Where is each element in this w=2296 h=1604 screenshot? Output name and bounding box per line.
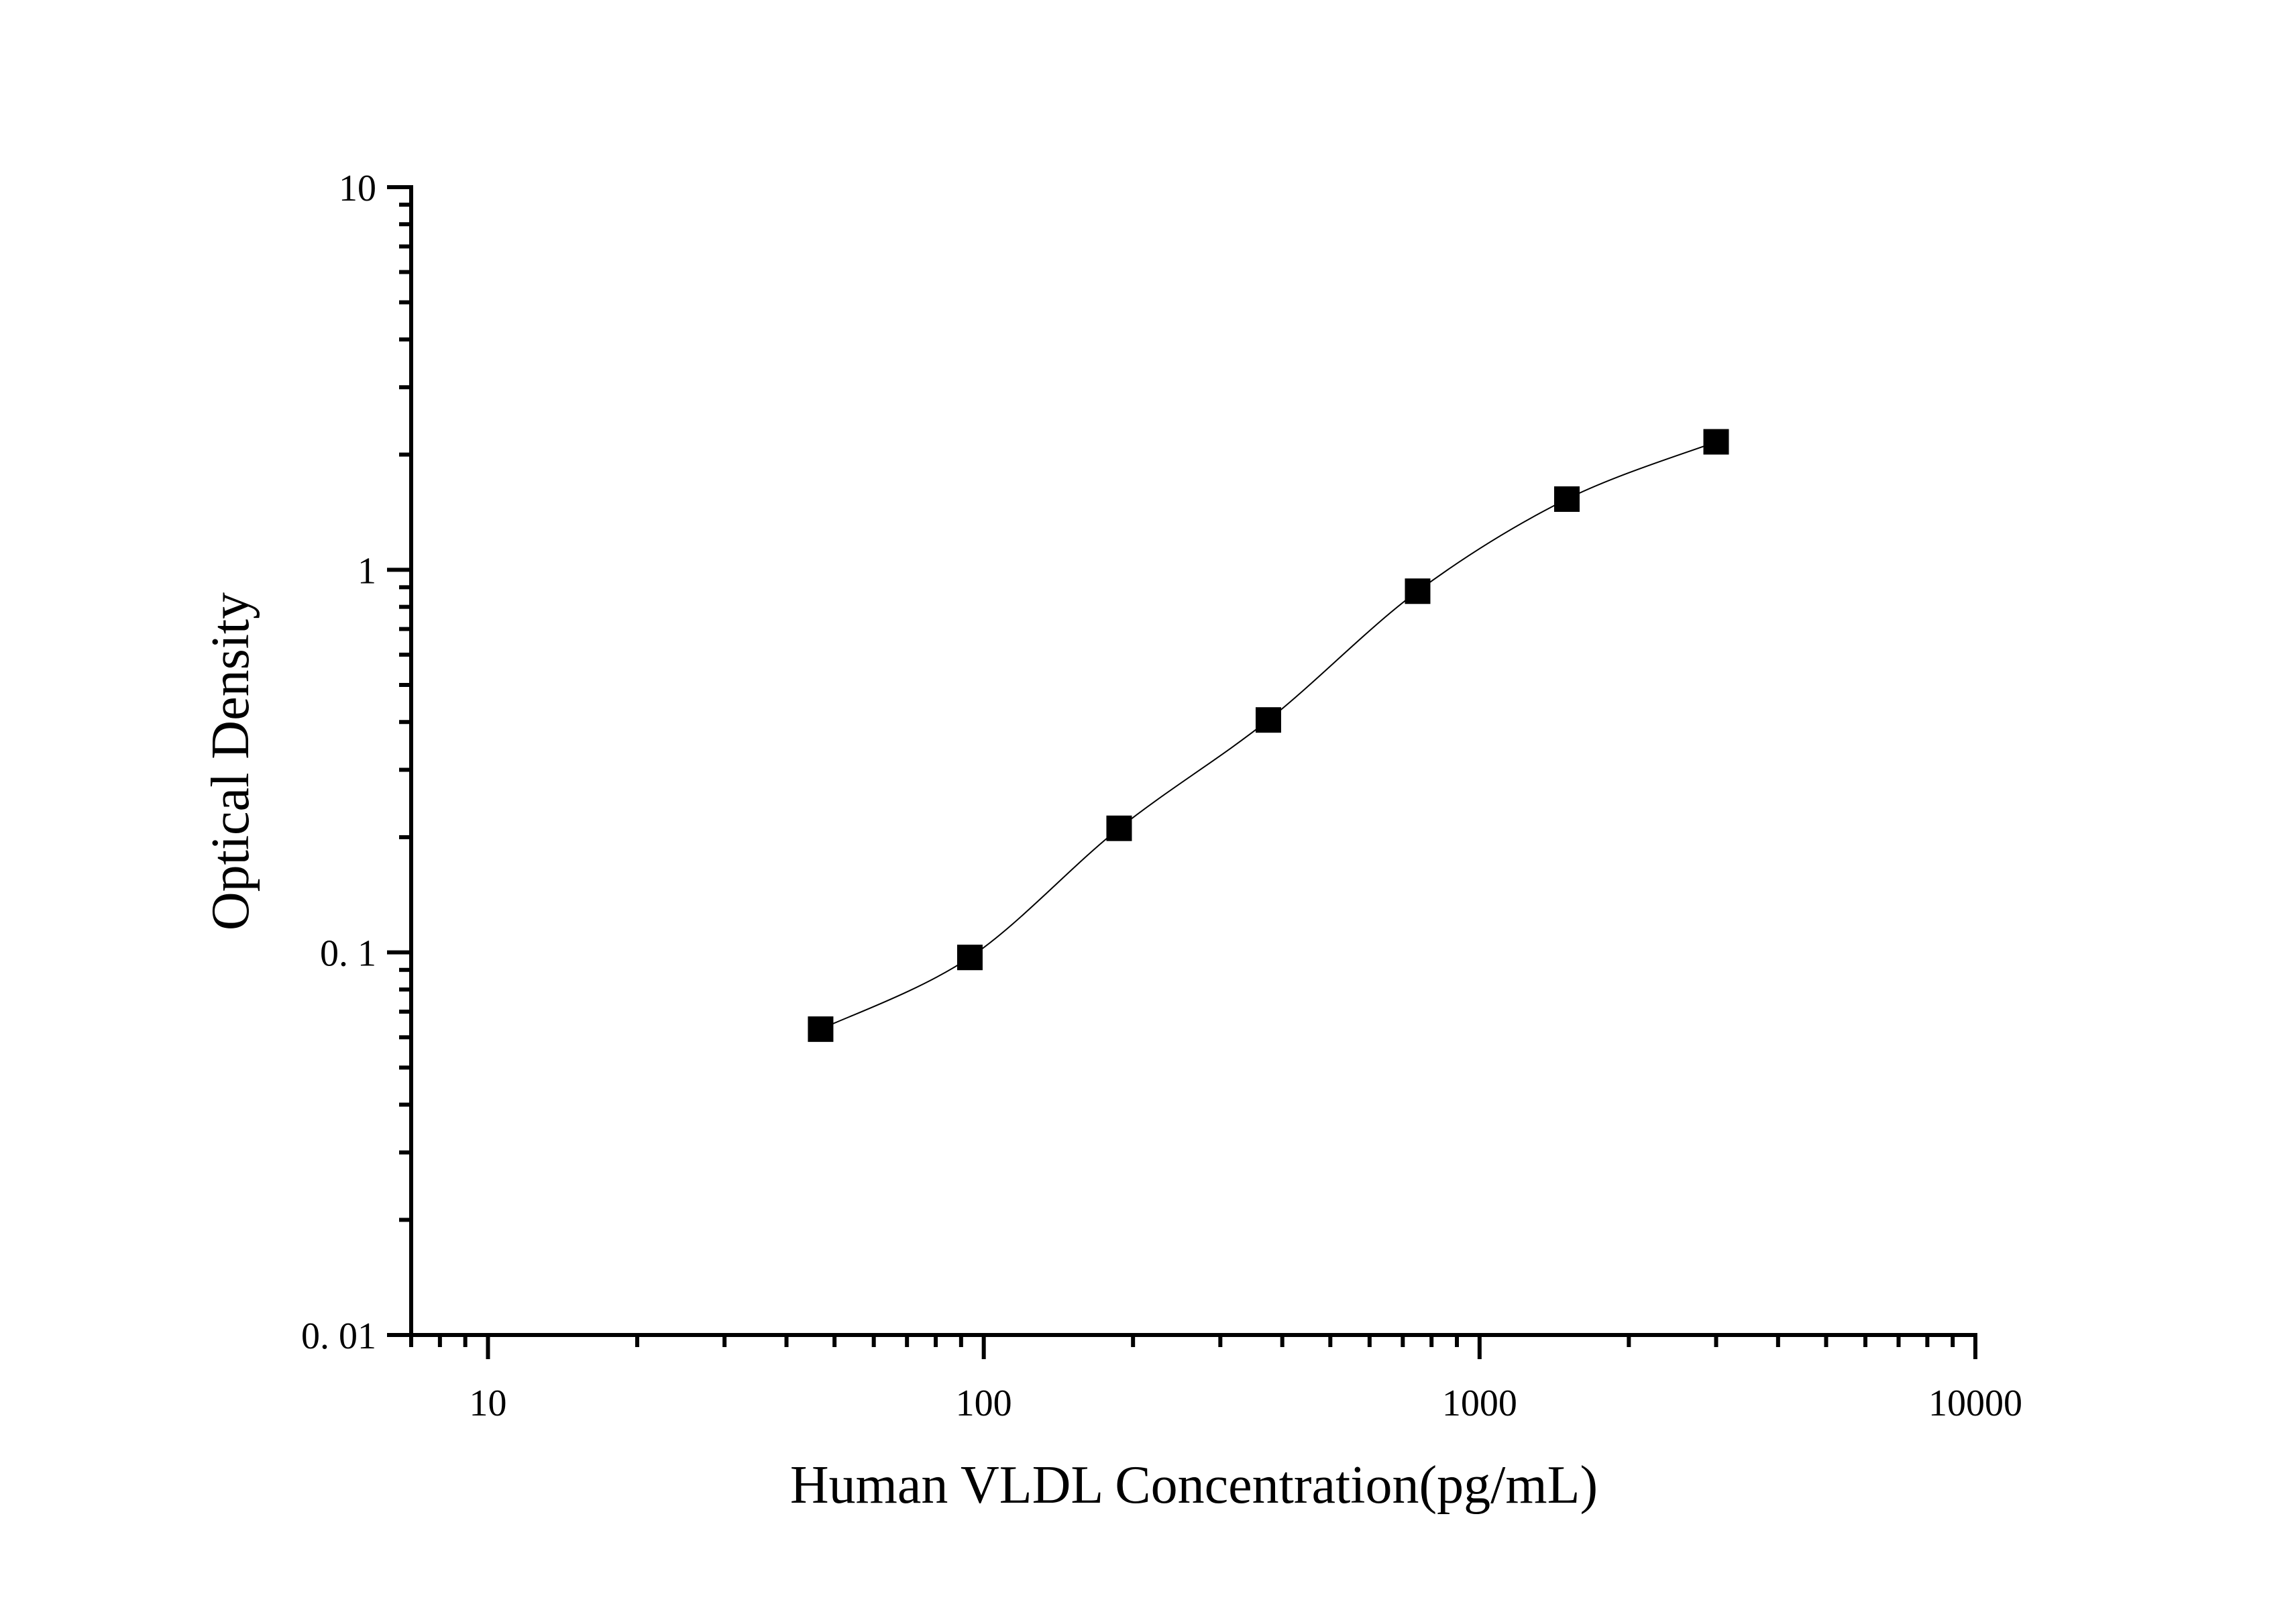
data-point	[1255, 707, 1281, 733]
fit-curve	[820, 441, 1716, 1030]
y-tick-label: 0. 1	[320, 933, 376, 975]
y-tick-label: 0. 01	[301, 1316, 376, 1357]
data-point	[956, 945, 983, 971]
y-tick-labels: 0. 01 0. 1 1 10	[301, 168, 376, 1357]
x-tick-label: 10000	[1928, 1383, 2022, 1424]
data-points	[808, 429, 1729, 1042]
x-tick-label: 10	[469, 1383, 506, 1424]
data-point	[808, 1016, 834, 1042]
x-tick-label: 100	[956, 1383, 1012, 1424]
data-point	[1703, 429, 1729, 455]
x-tick-label: 1000	[1442, 1383, 1517, 1424]
axes	[387, 185, 1977, 1359]
y-axis-title: Optical Density	[201, 592, 260, 930]
x-tick-labels: 10 100 1000 10000	[469, 1383, 2022, 1424]
data-point	[1553, 486, 1580, 512]
data-point	[1405, 578, 1431, 604]
y-tick-label: 1	[358, 550, 376, 592]
data-point	[1106, 815, 1132, 841]
x-axis-title: Human VLDL Concentration(pg/mL)	[790, 1456, 1598, 1515]
y-tick-label: 10	[339, 168, 376, 209]
